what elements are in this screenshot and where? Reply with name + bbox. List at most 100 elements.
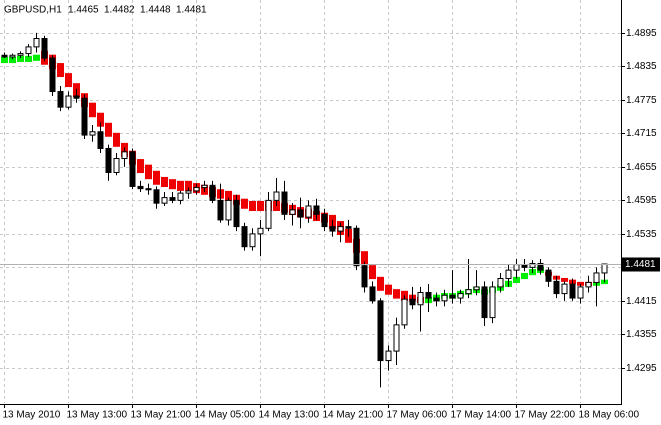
indicator-block	[257, 200, 264, 211]
candle-body	[457, 293, 464, 299]
candle-body	[353, 227, 360, 267]
candle-body	[273, 191, 280, 201]
indicator-block	[169, 179, 176, 190]
indicator-block	[361, 251, 368, 266]
indicator-block	[513, 276, 520, 283]
indicator-block	[89, 102, 96, 118]
marks	[0, 32, 621, 388]
candle-body	[569, 283, 576, 299]
candle-body	[305, 205, 312, 218]
indicator-block	[521, 272, 528, 280]
candle-body	[529, 262, 536, 268]
x-tick-label: 14 May 21:00	[323, 410, 384, 421]
candle-body	[73, 95, 80, 99]
candle-body	[481, 286, 488, 319]
candle-body	[161, 197, 168, 204]
candle-body	[417, 291, 424, 306]
candle-body	[545, 269, 552, 282]
indicator-block	[1, 56, 8, 64]
indicator-block	[225, 190, 232, 201]
indicator-block	[177, 180, 184, 191]
candle-body	[81, 97, 88, 136]
candle-body	[97, 131, 104, 149]
candle-body	[297, 209, 304, 218]
indicator-block	[57, 63, 64, 78]
candle-body	[329, 226, 336, 232]
y-tick-label: 1.4415	[626, 296, 657, 307]
candle-body	[169, 197, 176, 201]
indicator-block	[17, 55, 24, 62]
y-tick-label: 1.4595	[626, 195, 657, 206]
candle-body	[401, 298, 408, 326]
indicator-block	[185, 180, 192, 191]
last-high: 1.4482	[104, 5, 135, 16]
candle-body	[345, 226, 352, 229]
indicator-block	[137, 159, 144, 174]
x-tick-label: 13 May 2010	[3, 410, 61, 421]
indicator-block	[97, 112, 104, 127]
x-tick-label: 14 May 05:00	[195, 410, 256, 421]
indicator-block	[161, 176, 168, 187]
candle-body	[433, 297, 440, 302]
candle-body	[561, 283, 568, 295]
y-tick-label: 1.4295	[626, 363, 657, 374]
y-tick-label: 1.4355	[626, 329, 657, 340]
indicator-block	[577, 281, 584, 286]
indicator-block	[369, 265, 376, 280]
x-tick-label: 17 May 06:00	[387, 410, 448, 421]
last-low: 1.4448	[140, 5, 171, 16]
indicator-block	[105, 122, 112, 137]
candle-body	[497, 278, 504, 288]
indicator-block	[33, 54, 40, 61]
candle-body	[321, 213, 328, 228]
x-tick-label: 18 May 06:00	[579, 410, 640, 421]
y-tick-label: 1.4655	[626, 162, 657, 173]
indicator-block	[377, 276, 384, 291]
candle-body	[25, 46, 32, 55]
candle-body	[145, 188, 152, 191]
indicator-block	[145, 164, 152, 180]
candle-body	[233, 199, 240, 228]
candle-body	[537, 262, 544, 271]
candle-body	[129, 151, 136, 187]
candle-body	[201, 184, 208, 189]
candle-body	[265, 199, 272, 229]
x-tick-label: 13 May 13:00	[67, 410, 128, 421]
candle-body	[113, 158, 120, 173]
last-price-box	[622, 257, 660, 272]
candle-body	[553, 280, 560, 295]
candle-body	[49, 57, 56, 93]
y-tick-label: 1.4895	[626, 28, 657, 39]
candle-body	[249, 233, 256, 248]
candle-body	[369, 286, 376, 302]
candle-body	[121, 151, 128, 160]
candle-body	[193, 187, 200, 192]
x-tick-label: 17 May 22:00	[515, 410, 576, 421]
candle-body	[393, 324, 400, 352]
indicator-block	[9, 56, 16, 64]
candle-body	[601, 263, 608, 274]
candle-body	[505, 269, 512, 280]
indicator-block	[393, 289, 400, 299]
indicator-block	[561, 277, 568, 282]
candle-body	[217, 199, 224, 221]
symbol: GBPUSD,H1	[4, 5, 62, 16]
candle-body	[33, 38, 40, 48]
candle-body	[377, 300, 384, 362]
y-tick-label: 1.4535	[626, 229, 657, 240]
candle-body	[337, 226, 344, 232]
candle-body	[289, 209, 296, 215]
indicator-block	[65, 73, 72, 88]
candle-body	[441, 294, 448, 302]
candle-body	[185, 190, 192, 194]
candle-body	[449, 294, 456, 299]
candle-body	[313, 205, 320, 215]
candle-body	[177, 192, 184, 201]
candle-body	[409, 298, 416, 306]
candle-body	[577, 286, 584, 299]
candle-body	[41, 38, 48, 59]
candle-body	[17, 53, 24, 56]
